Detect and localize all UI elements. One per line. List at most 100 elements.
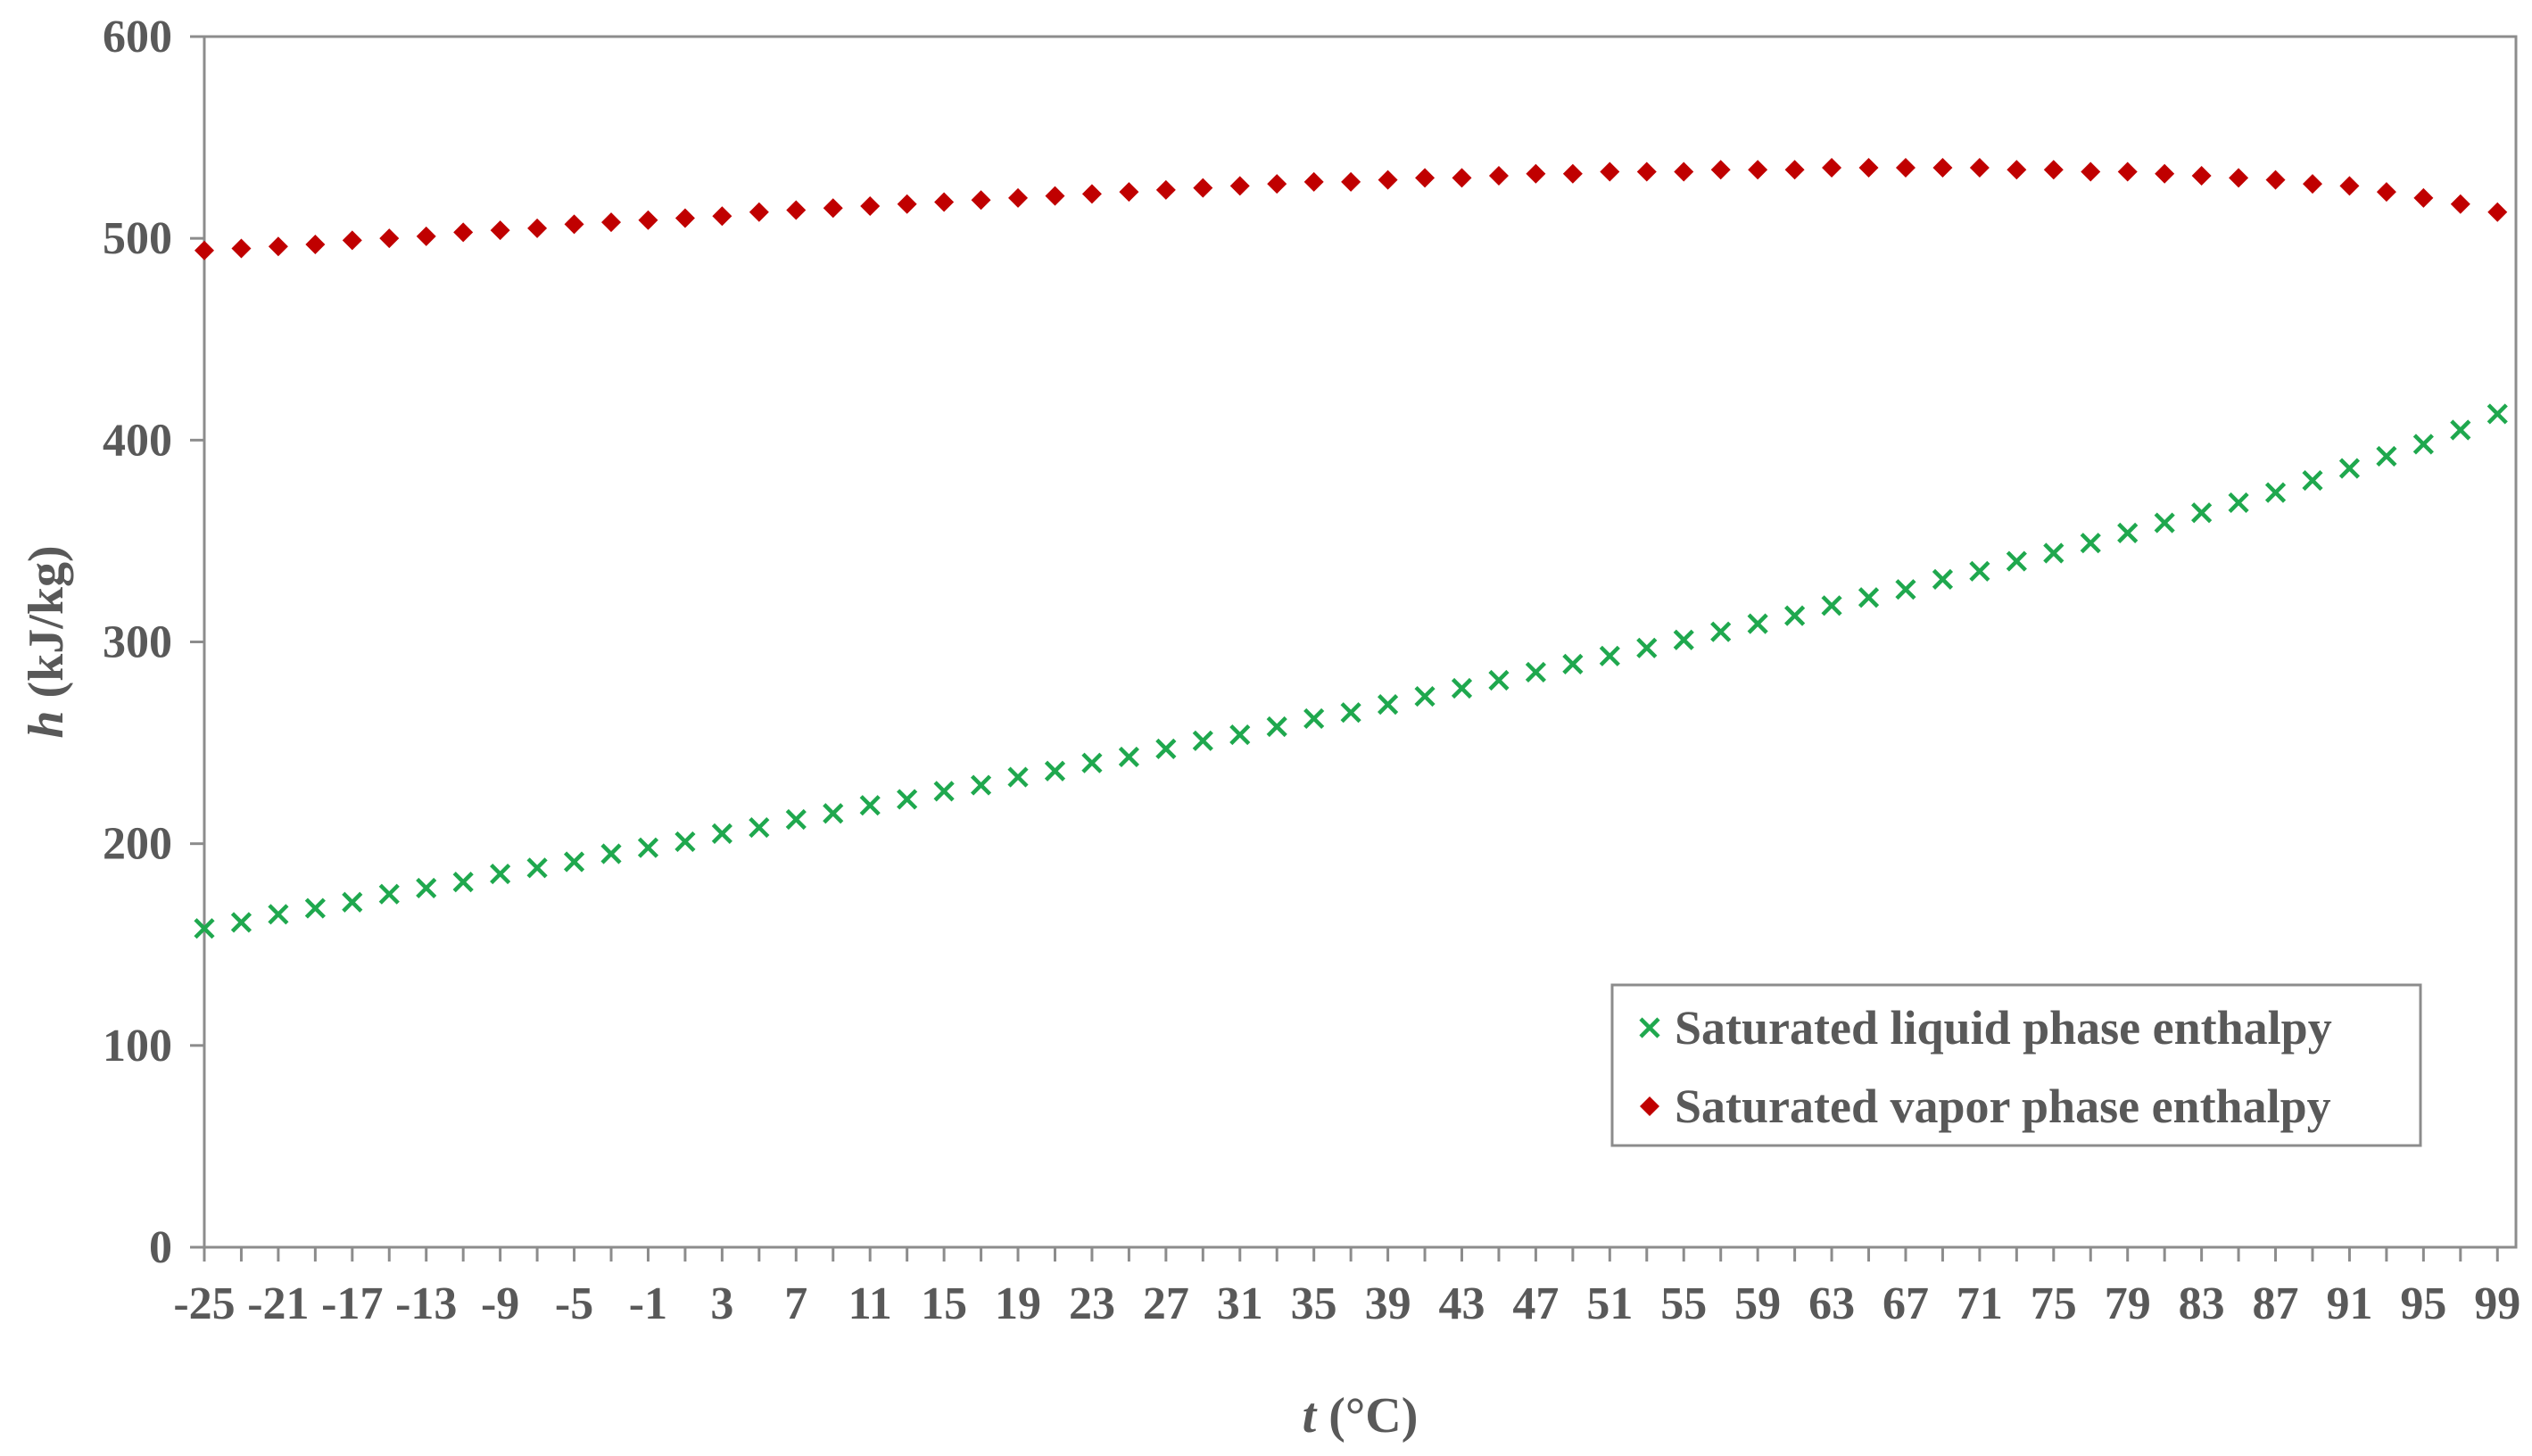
x-marker-stroke [1118, 746, 1139, 768]
x-tick-label: -25 [173, 1278, 235, 1329]
liquid-enthalpy-point [490, 864, 511, 885]
vapor-enthalpy-point [2229, 168, 2249, 188]
legend-entry-label: Saturated liquid phase enthalpy [1675, 1001, 2332, 1055]
x-tick-label: -21 [247, 1278, 309, 1329]
vapor-enthalpy-point [342, 230, 362, 251]
x-marker-stroke [1378, 694, 1399, 716]
liquid-enthalpy-point [859, 795, 881, 816]
vapor-enthalpy-point [1969, 158, 1990, 178]
vapor-enthalpy-point [1562, 163, 1583, 184]
vapor-enthalpy-point [453, 222, 474, 243]
x-marker-stroke [2264, 482, 2287, 503]
vapor-enthalpy-point [1303, 171, 1324, 192]
vapor-enthalpy-point [2155, 163, 2175, 184]
x-marker-stroke [1414, 685, 1436, 707]
liquid-enthalpy-point [1340, 702, 1361, 724]
vapor-enthalpy-point [1155, 179, 1176, 200]
liquid-enthalpy-point [749, 816, 770, 839]
vapor-enthalpy-point [934, 192, 955, 212]
x-tick-label: 87 [2253, 1278, 2299, 1329]
x-marker-stroke [563, 851, 585, 873]
vapor-enthalpy-point [1784, 160, 1805, 180]
x-tick-label: -17 [321, 1278, 383, 1329]
liquid-enthalpy-point [1266, 716, 1287, 738]
liquid-enthalpy-point [2191, 502, 2213, 524]
x-tick-label: -5 [555, 1278, 593, 1329]
y-tick-label: 400 [103, 415, 172, 466]
liquid-enthalpy-point [268, 904, 289, 925]
y-tick-label: 500 [103, 213, 172, 264]
x-marker-stroke [2080, 533, 2101, 554]
x-tick-label: 35 [1291, 1278, 1337, 1329]
liquid-enthalpy-point [1378, 694, 1399, 716]
liquid-enthalpy-point [2080, 533, 2101, 554]
x-axis-title: t (°C) [1303, 1388, 1419, 1444]
vapor-enthalpy-point [712, 206, 732, 227]
y-axis-symbol: h [19, 711, 74, 739]
x-marker-stroke [2228, 492, 2249, 514]
vapor-enthalpy-point [194, 240, 214, 261]
vapor-enthalpy-point [2339, 176, 2360, 196]
x-marker-stroke [1673, 629, 1694, 650]
x-marker-stroke [1639, 1017, 1660, 1038]
liquid-enthalpy-point [378, 883, 400, 905]
liquid-enthalpy-point [674, 831, 696, 852]
x-marker-stroke [1895, 579, 1916, 600]
x-marker-stroke [785, 808, 807, 831]
x-marker-stroke [1044, 760, 1066, 782]
vapor-enthalpy-series [194, 158, 2508, 261]
vapor-enthalpy-point [1341, 171, 1361, 192]
vapor-enthalpy-point [1378, 170, 1398, 190]
x-marker-stroke [416, 877, 437, 899]
liquid-enthalpy-point [1081, 752, 1103, 774]
x-marker-stroke [1858, 587, 1880, 608]
x-marker-stroke [1266, 716, 1287, 738]
liquid-enthalpy-point [1044, 760, 1066, 782]
vapor-enthalpy-point [1229, 176, 1250, 196]
liquid-enthalpy-point [1525, 661, 1547, 683]
liquid-enthalpy-point [933, 781, 955, 802]
x-tick-label: 47 [1512, 1278, 1559, 1329]
x-marker-stroke [268, 904, 289, 925]
vapor-enthalpy-point [2487, 202, 2508, 222]
liquid-enthalpy-point [1414, 685, 1436, 707]
liquid-enthalpy-point [1932, 568, 1954, 590]
vapor-enthalpy-point [1636, 161, 1657, 182]
legend-box [1610, 983, 2422, 1147]
y-tick-label: 600 [103, 12, 172, 62]
vapor-enthalpy-point [674, 208, 695, 228]
liquid-enthalpy-point [1710, 621, 1732, 642]
x-tick-label: -13 [395, 1278, 457, 1329]
vapor-enthalpy-point [1452, 168, 1472, 188]
vapor-enthalpy-point [1710, 160, 1731, 180]
x-marker-stroke [194, 918, 215, 939]
vapor-enthalpy-point [1008, 187, 1029, 208]
vapor-enthalpy-point [1193, 178, 1213, 198]
vapor-enthalpy-point [490, 220, 510, 241]
y-tick-label: 100 [103, 1021, 172, 1071]
liquid-enthalpy-point [823, 803, 844, 824]
liquid-enthalpy-point [2412, 434, 2434, 455]
x-marker-stroke [2486, 403, 2508, 425]
liquid-enthalpy-point [1562, 653, 1584, 674]
vapor-enthalpy-point [2117, 161, 2138, 182]
liquid-enthalpy-point [1895, 579, 1916, 600]
x-marker-stroke [378, 883, 400, 905]
x-tick-label: 31 [1217, 1278, 1263, 1329]
x-marker-stroke [933, 781, 955, 802]
vapor-enthalpy-point [1119, 182, 1139, 203]
vapor-enthalpy-point [1526, 163, 1546, 184]
vapor-enthalpy-point [416, 226, 436, 246]
liquid-enthalpy-point [2486, 403, 2508, 425]
liquid-enthalpy-point [1969, 560, 1990, 582]
x-marker-stroke [1710, 621, 1732, 642]
x-marker-stroke [2450, 419, 2471, 441]
vapor-enthalpy-point [1267, 174, 1287, 194]
vapor-enthalpy-point [1895, 158, 1916, 178]
x-marker-stroke [1969, 560, 1990, 582]
x-marker-stroke [897, 789, 918, 810]
liquid-enthalpy-point [304, 898, 326, 919]
vapor-enthalpy-point [971, 190, 991, 211]
x-marker-stroke [2191, 502, 2213, 524]
